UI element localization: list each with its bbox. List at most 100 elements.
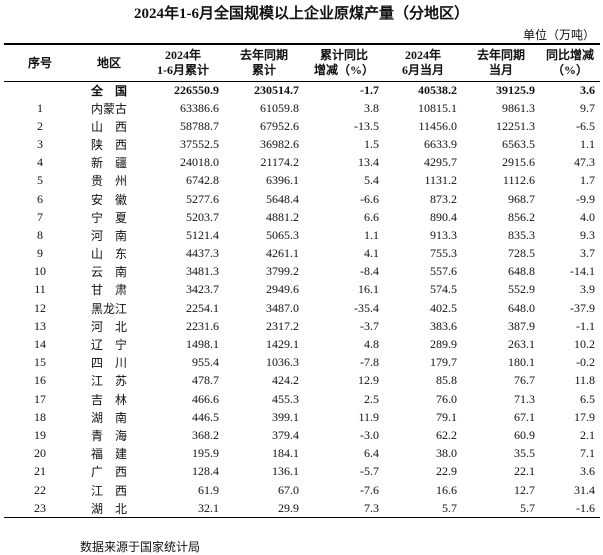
cell: 江 西 xyxy=(90,483,127,498)
cell: -3.7 xyxy=(360,318,379,333)
cell: 3423.7 xyxy=(186,282,219,297)
header-cell: 同比增减 （%） xyxy=(540,43,600,82)
header-text: （%） xyxy=(551,63,588,77)
cell: 18 xyxy=(34,409,46,424)
cell: -7.8 xyxy=(360,355,379,370)
cell: 180.1 xyxy=(508,355,535,370)
cell: 856.2 xyxy=(508,209,535,224)
header-cell: 2024年 1-6月累计 xyxy=(142,43,224,82)
cell: 574.5 xyxy=(430,282,457,297)
cell: 890.4 xyxy=(430,209,457,224)
table-row: 22 江 西 61.9 67.0 -7.6 16.6 12.7 31.4 xyxy=(4,481,600,499)
cell: 1 xyxy=(37,100,43,115)
cell: 12 xyxy=(34,300,46,315)
cell: 11456.0 xyxy=(418,118,457,133)
cell: 36982.6 xyxy=(260,136,299,151)
cell: 2949.6 xyxy=(266,282,299,297)
cell: 446.5 xyxy=(192,409,219,424)
table-row: 5 贵 州 6742.8 6396.1 5.4 1131.2 1112.6 1.7 xyxy=(4,172,600,190)
cell: 吉 林 xyxy=(90,392,127,407)
cell: 4881.2 xyxy=(266,209,299,224)
cell: 10 xyxy=(34,264,46,279)
cell: 6.6 xyxy=(364,209,379,224)
cell: 379.4 xyxy=(272,427,299,442)
cell: 1498.1 xyxy=(186,337,219,352)
cell: 40538.2 xyxy=(418,83,457,97)
cell: 226550.9 xyxy=(174,83,219,97)
cell: 85.8 xyxy=(436,373,457,388)
header-cell: 地区 xyxy=(76,43,142,82)
cell: 17 xyxy=(34,391,46,406)
cell: 5277.6 xyxy=(186,191,219,206)
table-body: 全 国 226550.9 230514.7 -1.7 40538.2 39125.9 3.6… xyxy=(4,82,600,519)
cell: 3.7 xyxy=(580,246,595,261)
cell: 136.1 xyxy=(272,464,299,479)
header-text: 1-6月累计 xyxy=(157,63,209,77)
cell: 368.2 xyxy=(192,427,219,442)
cell: 河 北 xyxy=(90,319,127,334)
cell: 1036.3 xyxy=(266,355,299,370)
cell: 58788.7 xyxy=(180,118,219,133)
cell: 5.4 xyxy=(364,173,379,188)
cell: 广 西 xyxy=(90,465,127,480)
cell: 10.2 xyxy=(574,337,595,352)
header-row: 序号 地区 2024年 1-6月累计 去年同期 累计 累计同比 增减（%） 2024年 6月当月去… xyxy=(4,43,600,82)
cell: 835.3 xyxy=(508,227,535,242)
cell: 6742.8 xyxy=(186,173,219,188)
cell: 黑龙江 xyxy=(90,301,127,316)
table-row: 21 广 西 128.4 136.1 -5.7 22.9 22.1 3.6 xyxy=(4,463,600,481)
cell: -9.9 xyxy=(576,191,595,206)
cell: 2231.6 xyxy=(186,318,219,333)
cell: 内蒙古 xyxy=(90,101,127,116)
cell: 陕 西 xyxy=(90,137,127,152)
cell: 5065.3 xyxy=(266,227,299,242)
cell: -13.5 xyxy=(354,118,379,133)
cell: 20 xyxy=(34,446,46,461)
cell: 湖 北 xyxy=(76,499,142,519)
cell: 3799.2 xyxy=(266,264,299,279)
table-row: 10 云 南 3481.3 3799.2 -8.4 557.6 648.8 -14.1 xyxy=(4,263,600,281)
cell: 甘 肃 xyxy=(90,283,127,298)
cell: 3 xyxy=(37,136,43,151)
cell: -5.7 xyxy=(360,464,379,479)
cell: 9.3 xyxy=(580,227,595,242)
cell: 24018.0 xyxy=(180,155,219,170)
cell: 6.4 xyxy=(364,446,379,461)
cell: 4.0 xyxy=(580,209,595,224)
cell: 16.1 xyxy=(358,282,379,297)
cell: 1.1 xyxy=(580,136,595,151)
cell: 宁 夏 xyxy=(90,210,127,225)
cell: 5121.4 xyxy=(186,227,219,242)
cell: 河 南 xyxy=(90,228,127,243)
cell: 263.1 xyxy=(508,337,535,352)
cell: 2915.6 xyxy=(502,155,535,170)
cell: -1.6 xyxy=(540,499,600,519)
cell: 19 xyxy=(34,427,46,442)
cell: 402.5 xyxy=(430,300,457,315)
cell: -14.1 xyxy=(570,264,595,279)
cell: 37552.5 xyxy=(180,136,219,151)
cell: 289.9 xyxy=(430,337,457,352)
cell: 32.1 xyxy=(142,499,224,519)
header-cell: 2024年 6月当月 xyxy=(384,43,462,82)
cell: 山 西 xyxy=(90,119,127,134)
cell: 17.9 xyxy=(574,409,595,424)
cell: 4437.3 xyxy=(186,246,219,261)
cell: 12.7 xyxy=(514,482,535,497)
table-row: 23 湖 北 32.1 29.9 7.3 5.7 5.7 -1.6 xyxy=(4,499,600,519)
cell: 968.7 xyxy=(508,191,535,206)
cell: -6.5 xyxy=(576,118,595,133)
header-text: 地区 xyxy=(96,55,121,70)
cell: 福 建 xyxy=(90,447,127,462)
cell: 648.0 xyxy=(508,300,535,315)
cell: 15 xyxy=(34,355,46,370)
cell: 184.1 xyxy=(272,446,299,461)
cell: 6.5 xyxy=(580,391,595,406)
header-text: 去年同期 xyxy=(239,48,288,62)
table-row: 16 江 苏 478.7 424.2 12.9 85.8 76.7 11.8 xyxy=(4,372,600,390)
table-row: 1 内蒙古 63386.6 61059.8 3.8 10815.1 9861.3 9.7 xyxy=(4,99,600,117)
cell: 478.7 xyxy=(192,373,219,388)
header-text: 去年同期 xyxy=(476,48,525,62)
cell: 648.8 xyxy=(508,264,535,279)
header-text: 6月当月 xyxy=(401,63,444,77)
